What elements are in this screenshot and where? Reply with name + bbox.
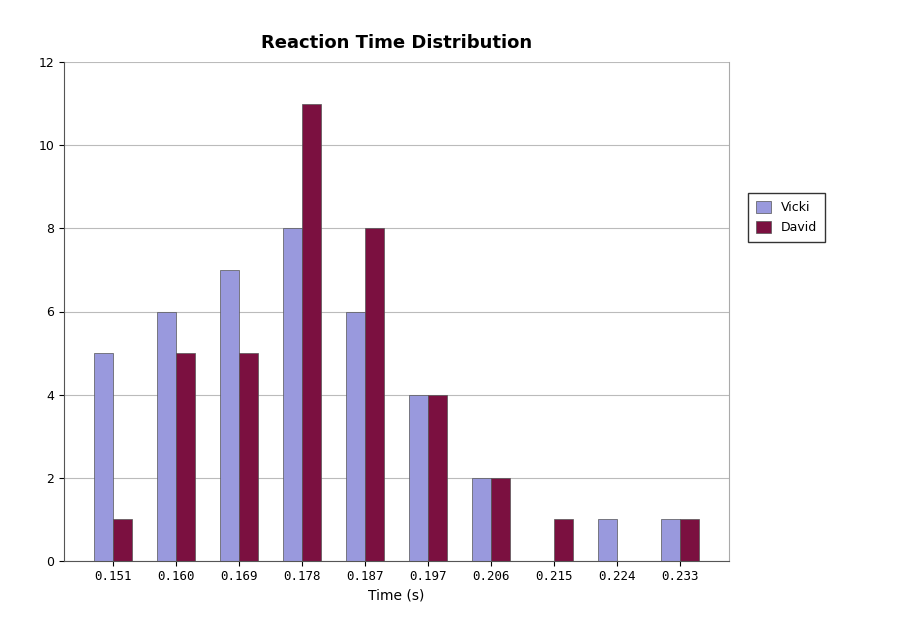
- Bar: [680, 519, 699, 561]
- X-axis label: Time (s): Time (s): [368, 589, 425, 603]
- Bar: [220, 270, 239, 561]
- Bar: [239, 353, 258, 561]
- Bar: [409, 394, 428, 561]
- Bar: [176, 353, 195, 561]
- Bar: [428, 394, 446, 561]
- Bar: [346, 312, 364, 561]
- Bar: [364, 229, 384, 561]
- Bar: [157, 312, 176, 561]
- Bar: [94, 353, 113, 561]
- Bar: [113, 519, 132, 561]
- Bar: [660, 519, 680, 561]
- Bar: [302, 104, 321, 561]
- Bar: [472, 478, 491, 561]
- Bar: [283, 229, 302, 561]
- Bar: [491, 478, 509, 561]
- Bar: [554, 519, 573, 561]
- Title: Reaction Time Distribution: Reaction Time Distribution: [261, 34, 532, 52]
- Bar: [598, 519, 617, 561]
- Legend: Vicki, David: Vicki, David: [748, 193, 824, 242]
